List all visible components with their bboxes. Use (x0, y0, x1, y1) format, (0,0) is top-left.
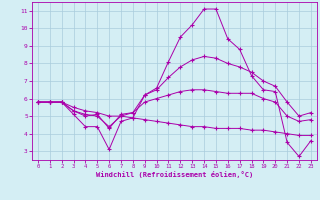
X-axis label: Windchill (Refroidissement éolien,°C): Windchill (Refroidissement éolien,°C) (96, 171, 253, 178)
